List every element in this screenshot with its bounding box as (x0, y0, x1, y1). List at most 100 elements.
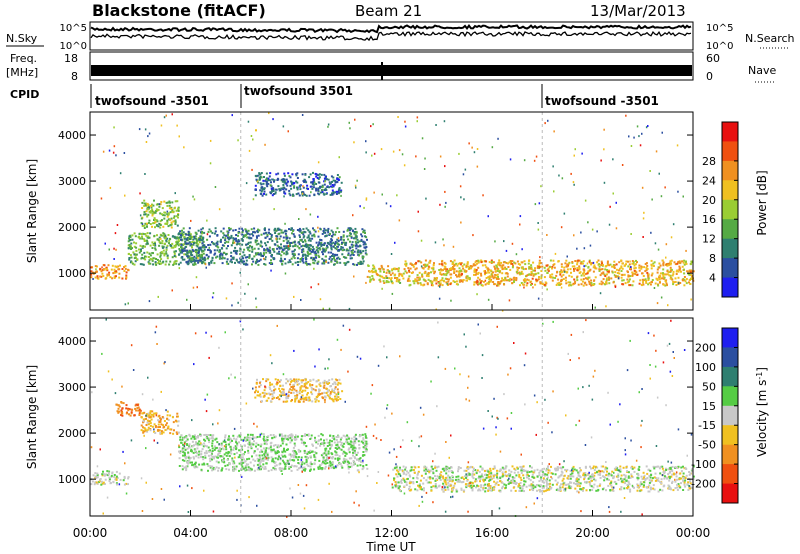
power-pixel (115, 265, 118, 268)
power-pixel (381, 266, 384, 269)
power-sparse-pixel (293, 295, 295, 298)
power-pixel (143, 211, 146, 213)
power-pixel (274, 188, 277, 191)
power-pixel (353, 231, 356, 233)
power-pixel (598, 282, 601, 285)
velocity-pixel (323, 442, 326, 445)
power-pixel (620, 259, 623, 262)
velocity-pixel (297, 458, 300, 461)
velocity-pixel (319, 382, 322, 385)
velocity-pixel (319, 442, 322, 445)
power-sparse-pixel (218, 208, 221, 211)
power-pixel (290, 187, 293, 190)
velocity-pixel (200, 450, 203, 453)
velocity-pixel (108, 470, 111, 473)
velocity-pixel (331, 383, 334, 386)
power-pixel (656, 278, 659, 281)
velocity-pixel (211, 452, 213, 455)
power-pixel (134, 235, 137, 238)
velocity-pixel (266, 438, 269, 441)
velocity-pixel (362, 454, 365, 457)
power-pixel (669, 266, 672, 269)
power-pixel (275, 173, 278, 176)
velocity-pixel (119, 478, 122, 481)
power-pixel (221, 256, 224, 259)
velocity-pixel (160, 430, 163, 433)
velocity-pixel (304, 433, 307, 436)
power-sparse-pixel (641, 132, 643, 135)
power-pixel (263, 229, 266, 232)
power-pixel (459, 262, 461, 265)
power-pixel (293, 254, 296, 256)
power-pixel (616, 272, 619, 274)
power-sparse-pixel (420, 239, 423, 242)
power-pixel (669, 263, 672, 266)
power-pixel (177, 213, 180, 216)
power-sparse-pixel (171, 289, 173, 292)
power-pixel (675, 284, 678, 286)
velocity-pixel (271, 395, 274, 398)
velocity-pixel (299, 466, 302, 469)
power-pixel (92, 271, 94, 274)
power-pixel (134, 260, 137, 263)
power-pixel (590, 262, 593, 265)
velocity-pixel (255, 382, 258, 385)
power-pixel (473, 281, 476, 284)
power-pixel (151, 252, 154, 254)
power-sparse-pixel (204, 263, 207, 266)
power-pixel (235, 239, 238, 242)
velocity-pixel (188, 446, 191, 449)
velocity-pixel (300, 438, 303, 441)
velocity-pixel (325, 459, 328, 462)
power-pixel (684, 280, 687, 283)
power-sparse-pixel (163, 116, 166, 119)
velocity-pixel (209, 466, 212, 469)
power-pixel (178, 249, 181, 252)
velocity-pixel (229, 437, 232, 440)
velocity-pixel (251, 455, 253, 458)
power-pixel (231, 256, 234, 259)
power-pixel (428, 266, 431, 269)
velocity-pixel (297, 400, 300, 403)
power-pixel (153, 211, 156, 214)
power-pixel (257, 228, 259, 231)
velocity-pixel (355, 447, 357, 450)
power-pixel (315, 254, 318, 256)
power-sparse-pixel (237, 301, 239, 304)
power-pixel (567, 262, 570, 265)
velocity-pixel (329, 434, 332, 437)
power-pixel (195, 251, 197, 254)
power-pixel (642, 275, 645, 277)
power-pixel (312, 183, 315, 186)
velocity-pixel (342, 459, 345, 462)
power-pixel (131, 238, 134, 241)
power-pixel (274, 232, 277, 234)
velocity-pixel (106, 470, 109, 473)
power-pixel (255, 243, 258, 246)
power-sparse-pixel (251, 168, 253, 171)
power-pixel (99, 267, 102, 270)
velocity-pixel (300, 379, 303, 382)
power-pixel (350, 227, 353, 230)
velocity-pixel (116, 477, 119, 479)
power-pixel (391, 272, 394, 275)
velocity-pixel (184, 436, 187, 439)
power-pixel (152, 257, 155, 260)
velocity-pixel (253, 451, 256, 454)
velocity-pixel (191, 461, 193, 464)
power-pixel (642, 283, 645, 286)
power-pixel (193, 237, 196, 240)
power-pixel (350, 236, 353, 239)
power-pixel (323, 259, 326, 262)
power-pixel (621, 273, 624, 276)
power-pixel (334, 240, 337, 243)
velocity-pixel (174, 419, 177, 422)
power-pixel (152, 244, 155, 246)
power-pixel (298, 185, 301, 187)
velocity-pixel (259, 458, 262, 461)
velocity-pixel (200, 455, 203, 458)
velocity-pixel (336, 395, 339, 398)
velocity-pixel (350, 437, 353, 440)
velocity-pixel (240, 467, 243, 470)
power-pixel (594, 276, 597, 279)
